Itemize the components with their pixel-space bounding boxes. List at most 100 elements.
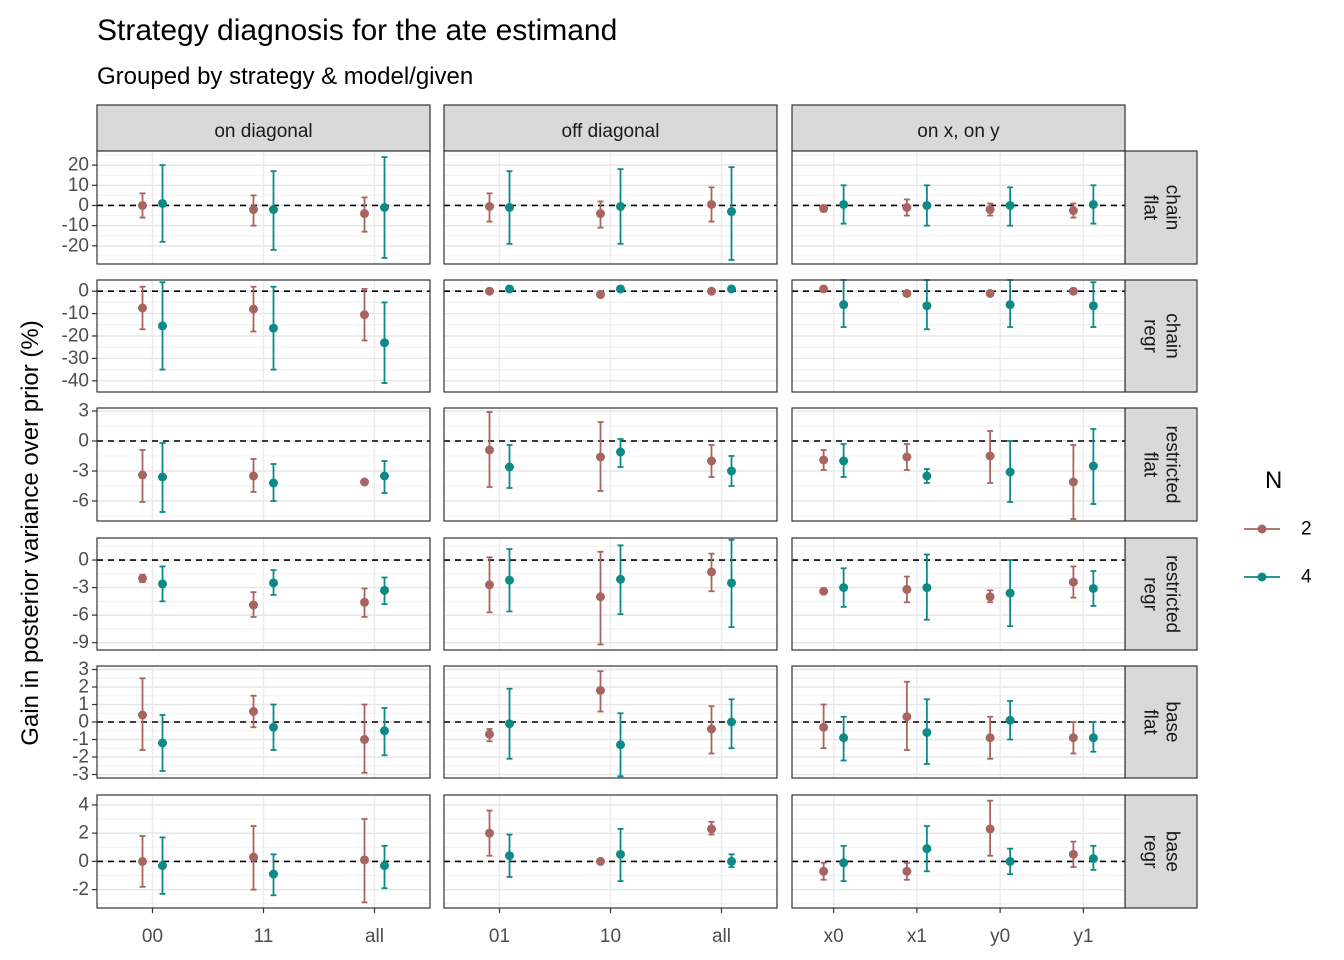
data-point xyxy=(616,284,625,294)
x-tick-label: 00 xyxy=(142,926,163,947)
panel-border xyxy=(96,537,431,651)
panel-border xyxy=(791,150,1126,265)
legend-label: 4 xyxy=(1301,567,1312,588)
column-strip-label: on diagonal xyxy=(214,121,312,142)
row-strip-label: regr xyxy=(1140,835,1161,869)
data-point xyxy=(985,733,995,743)
panel-background xyxy=(792,408,1125,521)
data-point xyxy=(1068,477,1078,487)
data-point xyxy=(819,586,829,596)
data-point xyxy=(269,205,278,215)
data-point xyxy=(839,583,849,593)
data-point xyxy=(269,478,278,488)
data-point xyxy=(1088,461,1098,471)
row-strip xyxy=(1124,279,1198,393)
column-strip xyxy=(96,104,431,152)
panel-border xyxy=(443,665,778,779)
data-point xyxy=(922,728,932,737)
data-point xyxy=(922,200,932,210)
y-tick-label: 2 xyxy=(78,677,89,698)
x-tick-label: 10 xyxy=(600,926,621,947)
data-point xyxy=(249,205,258,215)
data-point xyxy=(1005,715,1015,725)
data-point xyxy=(707,456,716,466)
data-point xyxy=(922,471,932,481)
y-tick-label: -2 xyxy=(72,879,89,900)
data-point xyxy=(380,471,389,481)
data-point xyxy=(138,573,147,583)
panel-border xyxy=(791,407,1126,522)
row-strip xyxy=(1124,407,1198,522)
row-strip-label: chain xyxy=(1162,185,1183,230)
data-point xyxy=(616,201,625,211)
data-point xyxy=(249,471,258,481)
data-point xyxy=(380,726,389,736)
x-tick-label: x1 xyxy=(907,926,927,947)
data-point xyxy=(839,733,849,743)
row-strip-label: regr xyxy=(1140,577,1161,611)
data-point xyxy=(249,707,258,716)
data-point xyxy=(505,575,514,585)
y-tick-label: -3 xyxy=(72,461,89,482)
data-point xyxy=(1068,849,1078,859)
data-point xyxy=(485,286,494,296)
y-tick-label: -10 xyxy=(62,215,89,236)
data-point xyxy=(839,456,849,466)
x-tick-label: all xyxy=(365,926,384,947)
row-strip-label: flat xyxy=(1140,195,1161,221)
data-point xyxy=(922,301,932,311)
data-point xyxy=(819,284,829,294)
data-point xyxy=(902,203,912,212)
y-tick-label: 0 xyxy=(78,550,89,571)
panel-border xyxy=(96,665,431,779)
legend-label: 2 xyxy=(1301,519,1312,540)
row-strip xyxy=(1124,665,1198,779)
legend-key-point xyxy=(1257,572,1267,582)
data-point xyxy=(505,284,514,294)
y-tick-label: -20 xyxy=(62,326,89,347)
panel-border xyxy=(791,537,1126,651)
data-point xyxy=(902,288,912,298)
data-point xyxy=(158,198,167,208)
panel-border xyxy=(791,794,1126,909)
data-point xyxy=(727,207,736,217)
y-tick-label: 3 xyxy=(78,401,89,422)
y-tick-label: 0 xyxy=(78,281,89,302)
y-tick-label: 4 xyxy=(78,794,89,815)
data-point xyxy=(269,323,278,333)
data-point xyxy=(485,729,494,739)
y-tick-label: -2 xyxy=(72,747,89,768)
panel-border xyxy=(791,279,1126,393)
y-tick-label: -3 xyxy=(72,577,89,598)
data-point xyxy=(985,824,995,834)
data-point xyxy=(158,472,167,482)
row-strip-label: restricted xyxy=(1162,425,1183,503)
facet-grid: on diagonal off diagonal on x, on ychainfl… xyxy=(62,104,1198,947)
data-point xyxy=(596,592,605,602)
y-tick-label: 1 xyxy=(78,694,89,715)
row-strip xyxy=(1124,794,1198,909)
data-point xyxy=(1068,577,1078,587)
data-point xyxy=(922,583,932,593)
y-tick-label: -1 xyxy=(72,729,89,750)
data-point xyxy=(985,451,995,461)
panel-border xyxy=(443,537,778,651)
data-point xyxy=(360,477,369,487)
row-strip-label: base xyxy=(1162,831,1183,872)
y-tick-label: 2 xyxy=(78,823,89,844)
x-tick-label: all xyxy=(712,926,731,947)
data-point xyxy=(1088,301,1098,311)
row-strip-label: base xyxy=(1162,701,1183,742)
data-point xyxy=(707,567,716,577)
data-point xyxy=(485,201,494,211)
data-point xyxy=(485,828,494,838)
data-point xyxy=(1068,206,1078,216)
data-point xyxy=(380,338,389,348)
data-point xyxy=(269,722,278,732)
column-strip-label: on x, on y xyxy=(917,121,1000,142)
data-point xyxy=(985,592,995,602)
row-strip-label: flat xyxy=(1140,452,1161,478)
column-strip xyxy=(443,104,778,152)
y-tick-label: -30 xyxy=(62,348,89,369)
data-point xyxy=(138,856,147,866)
